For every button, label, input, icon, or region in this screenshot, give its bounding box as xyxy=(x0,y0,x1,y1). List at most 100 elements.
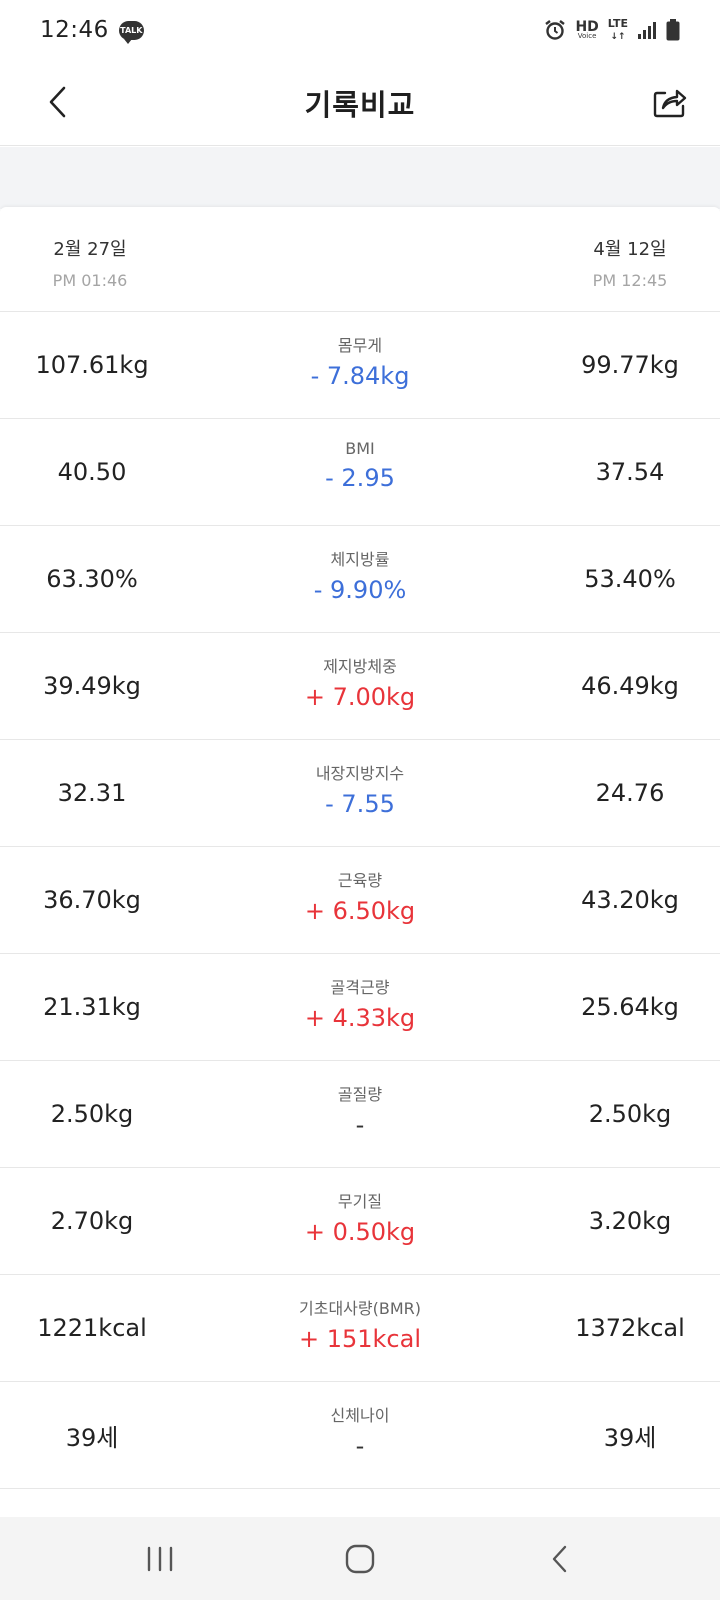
left-record-date[interactable]: 2월 27일 PM 01:46 xyxy=(0,235,180,290)
metric-left-value: 2.50kg xyxy=(50,1100,134,1128)
alarm-icon xyxy=(545,20,566,40)
metric-row: 2.70kg 무기질 + 0.50kg 3.20kg xyxy=(0,1168,720,1275)
metric-right-value: 1372kcal xyxy=(575,1314,685,1342)
metric-left-value: 21.31kg xyxy=(43,993,141,1021)
status-icons: HD Voice LTE ↓↑ xyxy=(544,16,680,43)
right-record-date[interactable]: 4월 12일 PM 12:45 xyxy=(540,235,720,290)
metric-left-value: 107.61kg xyxy=(35,351,149,379)
metric-right-value: 46.49kg xyxy=(581,672,679,700)
metric-center: 기초대사량(BMR) + 151kcal xyxy=(210,1295,510,1353)
home-icon xyxy=(345,1544,375,1573)
metric-row: 2.50kg 골질량 - 2.50kg xyxy=(0,1061,720,1168)
right-date: 4월 12일 xyxy=(593,239,667,260)
metric-list: 107.61kg 몸무게 - 7.84kg 99.77kg 40.50 BMI - 2.95… xyxy=(0,312,720,1489)
metric-row: 39.49kg 제지방체중 + 7.00kg 46.49kg xyxy=(0,633,720,740)
metric-difference: + 6.50kg xyxy=(304,897,416,925)
page-title: 기록비교 xyxy=(304,87,416,122)
metric-left-value: 36.70kg xyxy=(43,886,141,914)
metric-row: 40.50 BMI - 2.95 37.54 xyxy=(0,419,720,526)
app-bar: 기록비교 xyxy=(0,60,720,146)
metric-left-value: 39세 xyxy=(65,1423,119,1452)
metric-center: 신체나이 - xyxy=(210,1402,510,1460)
metric-row: 107.61kg 몸무게 - 7.84kg 99.77kg xyxy=(0,312,720,419)
section-spacer xyxy=(0,147,720,209)
status-time: 12:46 xyxy=(40,17,109,43)
metric-difference: - 9.90% xyxy=(313,576,407,604)
metric-row: 21.31kg 골격근량 + 4.33kg 25.64kg xyxy=(0,954,720,1061)
left-time: PM 01:46 xyxy=(52,271,128,290)
network-label: LTE xyxy=(607,16,628,30)
metric-right-value: 39세 xyxy=(603,1423,657,1452)
metric-label: 골격근량 xyxy=(330,978,390,997)
metric-label: 체지방률 xyxy=(330,550,390,569)
metric-difference: + 4.33kg xyxy=(304,1004,416,1032)
system-nav-bar xyxy=(0,1517,720,1600)
metric-label: 골질량 xyxy=(337,1085,383,1104)
metric-label: 무기질 xyxy=(337,1192,383,1211)
metric-difference: - 7.84kg xyxy=(310,362,410,390)
hd-voice-icon: HD Voice xyxy=(575,18,599,40)
metric-label: 제지방체중 xyxy=(323,657,397,676)
metric-label: 몸무게 xyxy=(337,336,383,355)
metric-row: 1221kcal 기초대사량(BMR) + 151kcal 1372kcal xyxy=(0,1275,720,1382)
lte-icon: LTE ↓↑ xyxy=(607,16,628,43)
data-arrows-icon: ↓↑ xyxy=(610,31,626,42)
metric-center: 몸무게 - 7.84kg xyxy=(210,332,510,390)
left-date: 2월 27일 xyxy=(53,239,127,260)
battery-icon xyxy=(666,19,680,41)
comparison-card: 2월 27일 PM 01:46 4월 12일 PM 12:45 107.61kg… xyxy=(0,207,720,1517)
back-button[interactable] xyxy=(36,80,80,124)
metric-center: BMI - 2.95 xyxy=(210,439,510,492)
metric-left-value: 63.30% xyxy=(46,565,138,593)
back-icon xyxy=(552,1545,567,1572)
metric-left-value: 1221kcal xyxy=(37,1314,147,1342)
metric-center: 제지방체중 + 7.00kg xyxy=(210,653,510,711)
metric-label: 신체나이 xyxy=(330,1406,390,1425)
metric-left-value: 40.50 xyxy=(57,458,127,486)
metric-right-value: 25.64kg xyxy=(581,993,679,1021)
home-button[interactable] xyxy=(330,1534,390,1584)
metric-label: 내장지방지수 xyxy=(315,764,405,783)
nav-back-button[interactable] xyxy=(530,1534,590,1584)
share-button[interactable] xyxy=(648,80,692,124)
metric-left-value: 39.49kg xyxy=(43,672,141,700)
metric-label: BMI xyxy=(345,439,375,458)
metric-row: 39세 신체나이 - 39세 xyxy=(0,1382,720,1489)
metric-right-value: 3.20kg xyxy=(588,1207,672,1235)
metric-difference: - 2.95 xyxy=(325,464,395,492)
metric-difference: + 151kcal xyxy=(298,1325,421,1353)
status-bar: 12:46 TALK HD Voice LTE ↓↑ xyxy=(0,0,720,60)
chevron-left-icon xyxy=(49,86,66,118)
signal-icon xyxy=(638,22,656,39)
metric-center: 근육량 + 6.50kg xyxy=(210,867,510,925)
metric-center: 골질량 - xyxy=(210,1081,510,1139)
metric-label: 기초대사량(BMR) xyxy=(299,1299,421,1318)
metric-right-value: 2.50kg xyxy=(588,1100,672,1128)
metric-difference: + 7.00kg xyxy=(304,683,416,711)
metric-center: 체지방률 - 9.90% xyxy=(210,546,510,604)
recents-button[interactable] xyxy=(130,1534,190,1584)
metric-difference: + 0.50kg xyxy=(304,1218,416,1246)
date-header-row: 2월 27일 PM 01:46 4월 12일 PM 12:45 xyxy=(0,207,720,312)
metric-right-value: 99.77kg xyxy=(581,351,679,379)
recents-icon xyxy=(147,1546,173,1571)
share-icon xyxy=(653,89,687,118)
metric-left-value: 2.70kg xyxy=(50,1207,134,1235)
metric-center: 골격근량 + 4.33kg xyxy=(210,974,510,1032)
metric-right-value: 37.54 xyxy=(595,458,665,486)
metric-row: 32.31 내장지방지수 - 7.55 24.76 xyxy=(0,740,720,847)
hd-label: HD xyxy=(575,18,599,35)
metric-right-value: 43.20kg xyxy=(581,886,679,914)
hd-sub-label: Voice xyxy=(577,31,597,40)
metric-label: 근육량 xyxy=(337,871,383,890)
metric-right-value: 24.76 xyxy=(595,779,665,807)
metric-difference: - xyxy=(355,1432,365,1460)
metric-center: 내장지방지수 - 7.55 xyxy=(210,760,510,818)
kakaotalk-notification-icon: TALK xyxy=(118,20,144,44)
metric-left-value: 32.31 xyxy=(57,779,127,807)
metric-row: 36.70kg 근육량 + 6.50kg 43.20kg xyxy=(0,847,720,954)
metric-row: 63.30% 체지방률 - 9.90% 53.40% xyxy=(0,526,720,633)
metric-difference: - xyxy=(355,1111,365,1139)
metric-difference: - 7.55 xyxy=(325,790,395,818)
right-time: PM 12:45 xyxy=(592,271,668,290)
